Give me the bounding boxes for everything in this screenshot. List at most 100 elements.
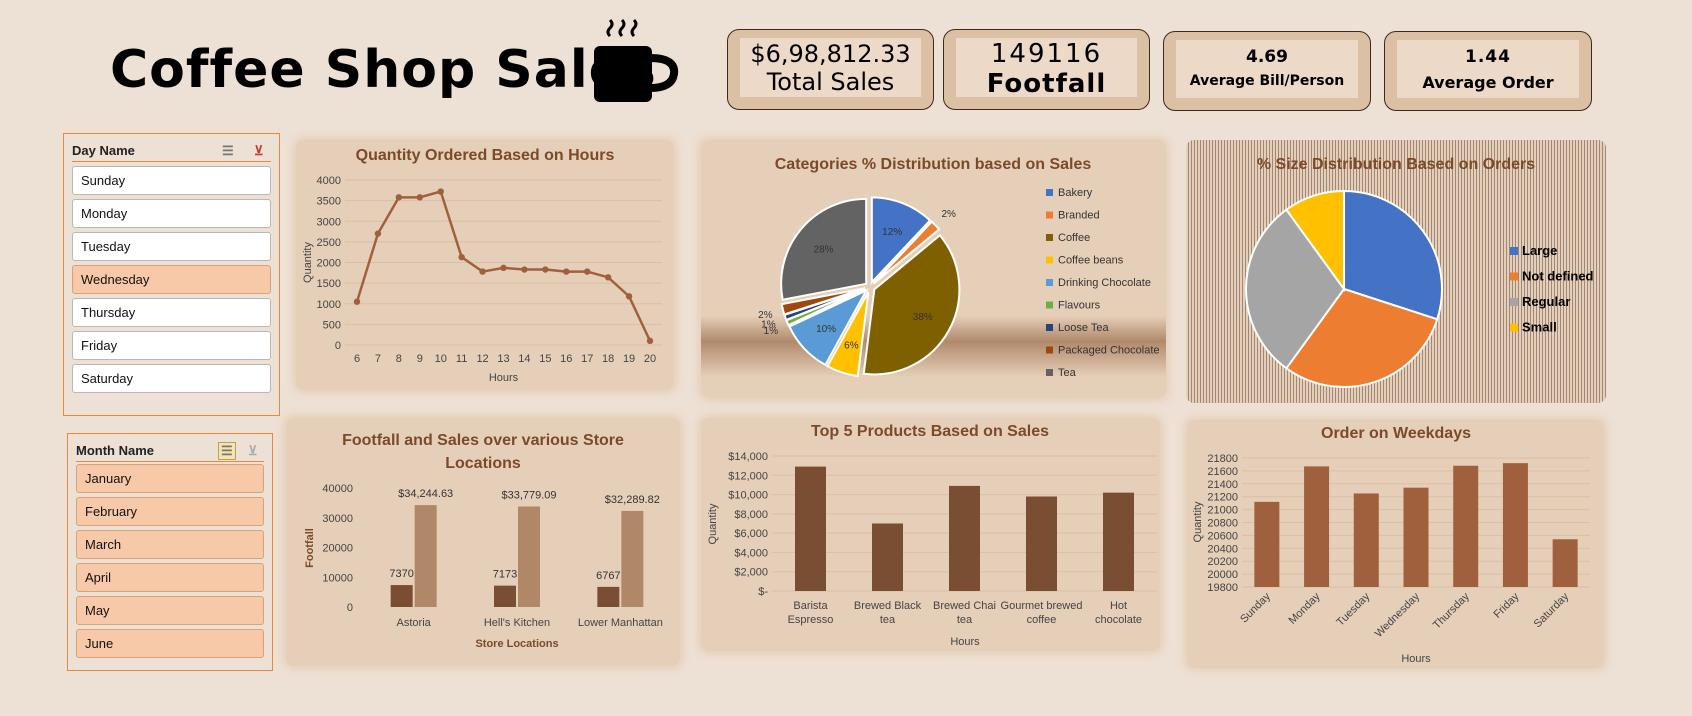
- legend-swatch: [1046, 189, 1053, 196]
- day-slicer-item-thursday[interactable]: Thursday: [72, 298, 271, 327]
- clear-filter-icon[interactable]: ⊻: [248, 442, 258, 458]
- y-tick-label: 19800: [1207, 582, 1238, 594]
- legend-label: Large: [1522, 243, 1557, 258]
- month-slicer-item-january[interactable]: January: [76, 464, 264, 493]
- bar: [872, 523, 903, 591]
- data-point: [521, 266, 528, 273]
- y-tick-label: 20000: [1207, 569, 1238, 581]
- pie-slice: [1285, 189, 1345, 293]
- bar: [1353, 493, 1379, 587]
- legend-label: Bakery: [1058, 187, 1093, 199]
- bar: [1502, 463, 1528, 587]
- x-axis-label: Store Locations: [475, 638, 558, 650]
- y-tick-label: 30000: [322, 513, 353, 525]
- bar: [795, 466, 826, 591]
- x-axis-label: Hours: [489, 372, 519, 384]
- x-tick-label: 12: [476, 353, 488, 365]
- chart-title: % Size Distribution Based on Orders: [1257, 156, 1535, 173]
- x-tick-label: Hell's Kitchen: [484, 617, 550, 629]
- x-tick-label: Tuesday: [1334, 590, 1372, 628]
- kpi-footfall: 149116 Footfall: [943, 29, 1150, 110]
- legend-swatch: [1510, 272, 1518, 281]
- data-point: [395, 194, 403, 201]
- x-tick-label-line2: Espresso: [788, 614, 834, 626]
- y-tick-label: $8,000: [734, 509, 768, 521]
- x-tick-label: 6: [354, 353, 360, 365]
- x-tick-label: 9: [417, 353, 423, 365]
- data-label: 7173: [493, 569, 517, 581]
- y-tick-label: $6,000: [734, 528, 768, 540]
- data-label: 6767: [596, 570, 620, 582]
- x-tick-label-line2: tea: [880, 614, 896, 626]
- x-tick-label: 8: [396, 353, 402, 365]
- x-tick-label: 16: [560, 353, 572, 365]
- y-tick-label: 0: [335, 340, 341, 352]
- pie-slice: [1285, 287, 1439, 388]
- y-tick-label: 1000: [317, 299, 341, 311]
- x-tick-label: Sunday: [1238, 590, 1273, 625]
- legend-swatch: [1046, 234, 1053, 241]
- data-point: [479, 268, 486, 275]
- x-tick-label: 18: [602, 353, 614, 365]
- x-tick-label: Wednesday: [1373, 590, 1423, 640]
- chart-title-line2: Locations: [445, 455, 521, 472]
- pie-slice: [788, 288, 869, 367]
- x-tick-label: 14: [518, 353, 530, 365]
- legend-label: Not defined: [1522, 269, 1594, 284]
- legend-label: Coffee beans: [1058, 255, 1124, 267]
- multi-select-icon[interactable]: ☰: [218, 441, 236, 460]
- clear-filter-icon[interactable]: ⊻: [254, 142, 264, 158]
- data-point: [646, 337, 654, 345]
- y-tick-label: 21200: [1207, 492, 1238, 504]
- month-name-slicer[interactable]: Month Name ☰ ⊻ January February March April…: [67, 433, 273, 671]
- chart-title: Top 5 Products Based on Sales: [811, 423, 1049, 440]
- data-label: 7370: [389, 568, 413, 580]
- data-label: $34,244.63: [398, 488, 453, 500]
- legend-label: Small: [1522, 320, 1557, 335]
- y-axis-label: Quantity: [302, 242, 314, 283]
- kpi-label: Average Order: [1422, 73, 1554, 92]
- x-tick-label: Gourmet brewed: [1001, 600, 1083, 612]
- day-slicer-item-saturday[interactable]: Saturday: [72, 364, 271, 393]
- bar: [518, 506, 540, 607]
- day-slicer-item-friday[interactable]: Friday: [72, 331, 271, 360]
- pie-slice: [1245, 208, 1346, 370]
- bar: [1103, 492, 1134, 591]
- y-tick-label: 2500: [317, 237, 341, 249]
- panel-quantity-by-hours: [296, 140, 674, 390]
- chart-title: Order on Weekdays: [1321, 425, 1471, 442]
- multi-select-icon[interactable]: ☰: [222, 142, 234, 158]
- bar: [1304, 466, 1330, 587]
- day-name-slicer[interactable]: Day Name ☰ ⊻ Sunday Monday Tuesday Wednesda…: [63, 133, 280, 416]
- y-tick-label: $-: [758, 586, 768, 598]
- pie-slice: [780, 197, 868, 301]
- panel-store-locations: [286, 418, 680, 666]
- day-slicer-item-wednesday[interactable]: Wednesday: [72, 265, 271, 294]
- x-tick-label: 13: [497, 353, 509, 365]
- month-slicer-item-june[interactable]: June: [76, 629, 264, 658]
- y-tick-label: 10000: [322, 572, 353, 584]
- bar: [494, 585, 516, 607]
- y-tick-label: 20200: [1207, 556, 1238, 568]
- slicer-title: Month Name: [76, 443, 154, 458]
- bar: [949, 485, 980, 591]
- day-slicer-item-sunday[interactable]: Sunday: [72, 166, 271, 195]
- bar: [414, 505, 437, 607]
- day-slicer-item-tuesday[interactable]: Tuesday: [72, 232, 271, 261]
- kpi-label: Footfall: [986, 69, 1107, 99]
- day-slicer-item-monday[interactable]: Monday: [72, 199, 271, 228]
- bar: [390, 585, 413, 607]
- x-tick-label: 10: [435, 353, 447, 365]
- legend-label: Tea: [1058, 367, 1077, 379]
- kpi-average-bill: 4.69 Average Bill/Person: [1163, 31, 1371, 111]
- month-slicer-item-february[interactable]: February: [76, 497, 264, 526]
- y-tick-label: 500: [323, 319, 341, 331]
- month-slicer-item-may[interactable]: May: [76, 596, 264, 625]
- month-slicer-item-april[interactable]: April: [76, 563, 264, 592]
- y-tick-label: 21600: [1207, 466, 1238, 478]
- data-label: 12%: [882, 227, 902, 238]
- data-label: 6%: [844, 340, 859, 351]
- legend-label: Flavours: [1058, 300, 1101, 312]
- legend-swatch: [1046, 369, 1053, 376]
- month-slicer-item-march[interactable]: March: [76, 530, 264, 559]
